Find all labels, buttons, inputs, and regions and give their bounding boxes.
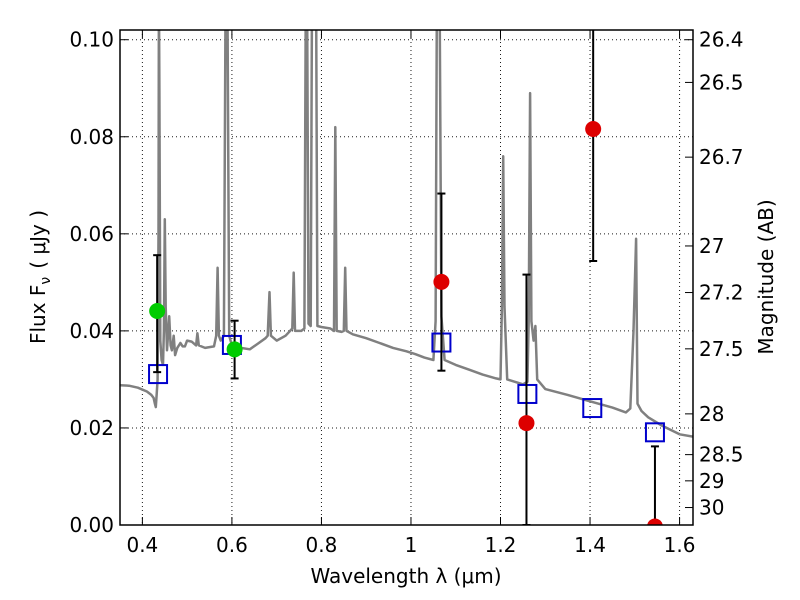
right-tick-label: 27 xyxy=(699,234,724,258)
model-box-marker xyxy=(582,398,603,419)
y-tick-label: 0.04 xyxy=(69,319,114,343)
red-data-point xyxy=(433,273,450,290)
green-data-point xyxy=(149,302,166,319)
plot-frame xyxy=(119,29,694,526)
y-tick-label: 0.08 xyxy=(69,125,114,149)
y-tick-label: 0.02 xyxy=(69,416,114,440)
right-tick-label: 27.2 xyxy=(699,281,744,305)
right-tick-label: 26.5 xyxy=(699,70,744,94)
y-axis-label: Flux Fν ( μJy ) xyxy=(26,210,54,344)
x-tick-label: 0.6 xyxy=(216,533,248,557)
right-axis-label: Magnitude (AB) xyxy=(754,199,778,354)
right-tick-label: 30 xyxy=(699,496,724,520)
x-tick-label: 1.2 xyxy=(485,533,517,557)
y-tick-label: 0.00 xyxy=(69,513,114,537)
grid-lines xyxy=(120,30,693,526)
right-tick-label: 28.5 xyxy=(699,443,744,467)
model-boxes xyxy=(148,332,665,443)
red-data-point xyxy=(647,518,663,525)
x-tick-label: 1 xyxy=(405,533,418,557)
model-box-marker xyxy=(644,422,665,443)
red-data-point xyxy=(585,121,602,137)
green-data-point xyxy=(226,341,243,358)
right-axis-ticks: 26.4 26.5 26.7 27 27.2 27.5 28 28.529 30 xyxy=(685,28,744,520)
plot-area xyxy=(120,30,693,525)
x-tick-label: 1.6 xyxy=(664,533,696,557)
right-tick-label: 26.7 xyxy=(699,145,744,169)
right-tick-label: 28 xyxy=(699,402,724,426)
model-spectrum-line xyxy=(120,30,693,438)
y-axis-label-group: Flux Fν ( μJy ) xyxy=(26,210,54,344)
red-data-point xyxy=(518,415,535,432)
right-tick-label: 27.5 xyxy=(699,337,744,361)
x-axis-label: Wavelength λ (μm) xyxy=(310,564,501,588)
x-tick-label: 0.4 xyxy=(126,533,158,557)
x-tick-label: 0.8 xyxy=(306,533,338,557)
data-points xyxy=(149,121,663,525)
y-axis-ticks: 0.00 0.02 0.04 0.06 0.08 0.10 xyxy=(69,28,128,537)
x-axis-ticks: 0.4 0.6 0.8 1 1.2 1.4 1.6 xyxy=(126,30,695,557)
y-axis-label-main: Flux F xyxy=(26,285,50,344)
x-tick-label: 1.4 xyxy=(574,533,606,557)
y-axis-label-subscript: ν xyxy=(38,277,54,285)
right-tick-label: 29 xyxy=(699,469,724,493)
right-tick-label: 26.4 xyxy=(699,28,744,52)
y-tick-label: 0.06 xyxy=(69,222,114,246)
y-axis-label-unit: ( μJy ) xyxy=(26,210,50,269)
y-tick-label: 0.10 xyxy=(69,28,114,52)
